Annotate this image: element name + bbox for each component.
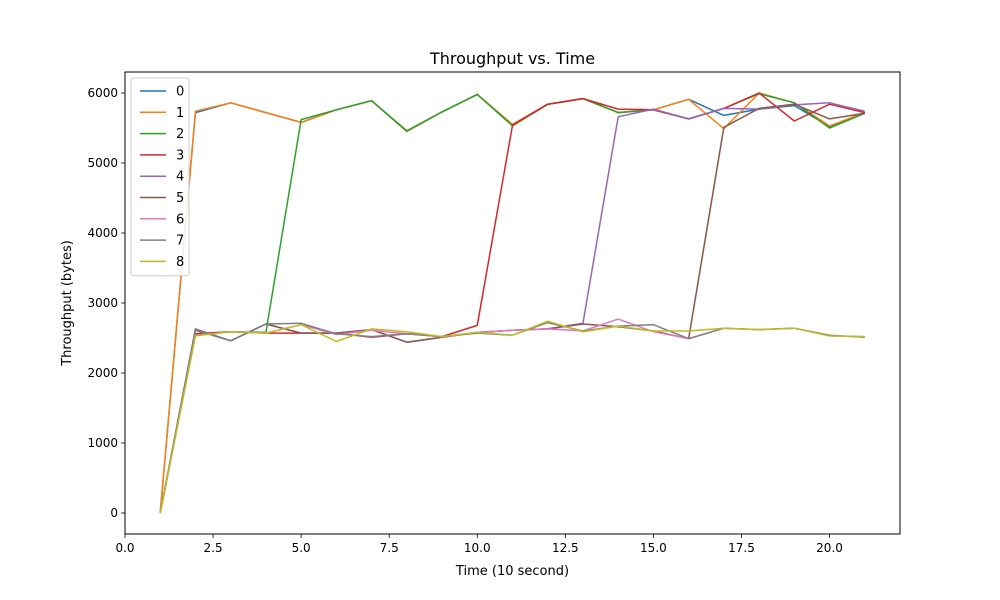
legend-label-0: 0 bbox=[176, 85, 184, 100]
chart-title: Throughput vs. Time bbox=[429, 49, 595, 68]
legend-label-8: 8 bbox=[176, 255, 184, 270]
legend-label-2: 2 bbox=[176, 127, 184, 142]
y-tick-label: 1000 bbox=[87, 436, 118, 450]
y-tick-label: 5000 bbox=[87, 156, 118, 170]
y-tick-label: 0 bbox=[110, 506, 118, 520]
x-tick-label: 2.5 bbox=[204, 541, 223, 555]
y-tick-label: 2000 bbox=[87, 366, 118, 380]
legend: 0 1 2 3 4 5 6 7 8 bbox=[130, 77, 190, 277]
y-axis-label: Throughput (bytes) bbox=[60, 240, 75, 367]
x-tick-label: 20.0 bbox=[816, 541, 843, 555]
legend-label-7: 7 bbox=[176, 234, 184, 249]
legend-label-5: 5 bbox=[176, 191, 184, 206]
x-axis-ticks: 0.0 2.5 5.0 7.5 10.0 12.5 15.0 17.5 20.0 bbox=[115, 534, 843, 555]
y-axis-ticks: 0 1000 2000 3000 4000 5000 6000 bbox=[87, 86, 125, 520]
legend-label-4: 4 bbox=[176, 170, 184, 185]
legend-label-1: 1 bbox=[176, 106, 184, 121]
x-tick-label: 5.0 bbox=[292, 541, 311, 555]
legend-label-3: 3 bbox=[176, 148, 184, 163]
x-tick-label: 7.5 bbox=[380, 541, 399, 555]
x-tick-label: 12.5 bbox=[552, 541, 579, 555]
plot-lines bbox=[159, 92, 866, 514]
x-tick-label: 17.5 bbox=[728, 541, 755, 555]
series-line-3 bbox=[159, 92, 865, 514]
legend-label-6: 6 bbox=[176, 212, 184, 227]
x-tick-label: 15.0 bbox=[640, 541, 667, 555]
x-tick-label: 10.0 bbox=[464, 541, 491, 555]
y-tick-label: 4000 bbox=[87, 226, 118, 240]
y-tick-label: 3000 bbox=[87, 296, 118, 310]
y-tick-label: 6000 bbox=[87, 86, 118, 100]
x-axis-label: Time (10 second) bbox=[455, 564, 569, 579]
x-tick-label: 0.0 bbox=[115, 541, 134, 555]
series-line-8 bbox=[159, 320, 865, 514]
